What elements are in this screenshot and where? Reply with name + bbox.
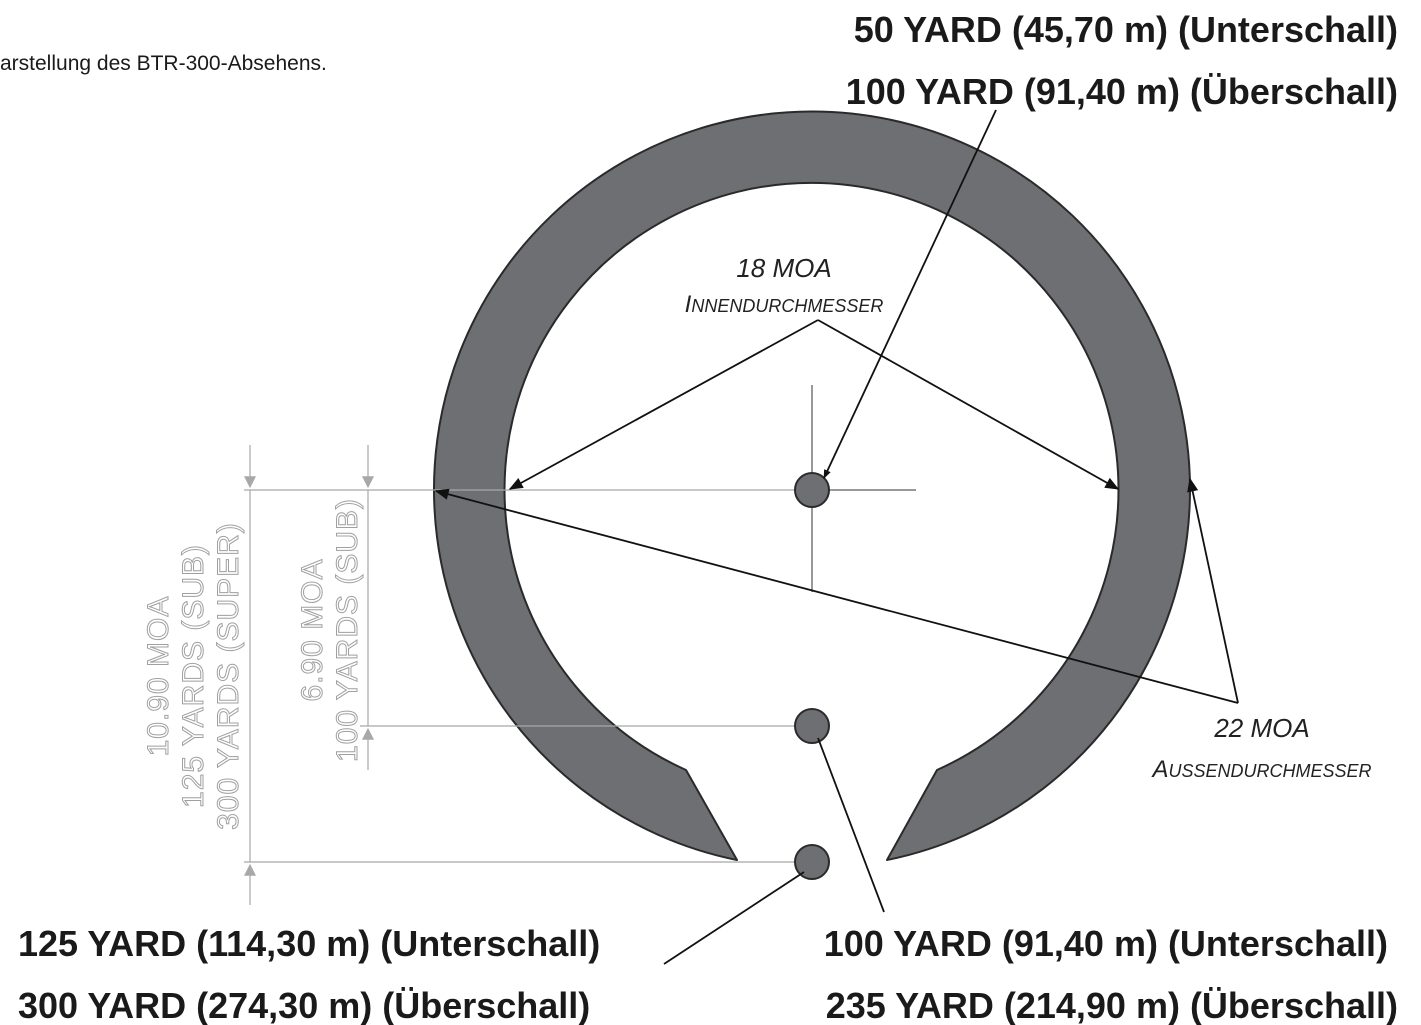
dimension-large-range-sub: 125 YARDS (SUB) [177,544,210,808]
leader-bottom-left-to-lower-dot [663,871,805,965]
middle-aim-dot [794,708,830,744]
inner-diameter-label: INNENDURCHMESSER [685,291,884,318]
leader-top-to-center-dot [823,109,997,479]
dimension-small-moa: 6.90 MOA [296,558,329,701]
leader-outer-diameter-long [434,488,1239,704]
dimension-large-range-super: 300 YARDS (SUPER) [212,522,245,830]
leader-bottom-right-to-middle-dot [817,737,885,913]
top-label-line2: 100 YARD (91,40 m) (Überschall) [846,71,1398,112]
bottom-right-label-line1: 100 YARD (91,40 m) (Unterschall) [824,923,1388,964]
outer-diameter-value: 22 MOA [1213,713,1309,743]
leader-outer-diameter-short [1187,477,1239,704]
leader-inner-diameter-left [508,319,819,490]
bottom-left-label-line1: 125 YARD (114,30 m) (Unterschall) [18,923,600,964]
dimension-small-labels: 6.90 MOA 100 YARDS (SUB) [296,498,365,763]
leader-inner-diameter-right [817,319,1120,490]
top-label-line1: 50 YARD (45,70 m) (Unterschall) [854,9,1398,50]
dimension-large-labels: 10.90 MOA 125 YARDS (SUB) 300 YARDS (SUP… [142,522,246,831]
figure-caption: arstellung des BTR-300-Absehens. [0,52,327,75]
bottom-left-label-line2: 300 YARD (274,30 m) (Überschall) [18,985,590,1025]
dimension-small-range: 100 YARDS (SUB) [331,498,364,762]
outer-diameter-label: AUSSENDURCHMESSER [1150,756,1371,783]
dimension-large-moa: 10.90 MOA [142,596,175,757]
center-aim-dot [794,472,830,508]
reticle-ring [433,110,1191,861]
lower-aim-dot [794,844,830,880]
bottom-right-label-line2: 235 YARD (214,90 m) (Überschall) [826,985,1398,1025]
inner-diameter-value: 18 MOA [736,253,831,283]
